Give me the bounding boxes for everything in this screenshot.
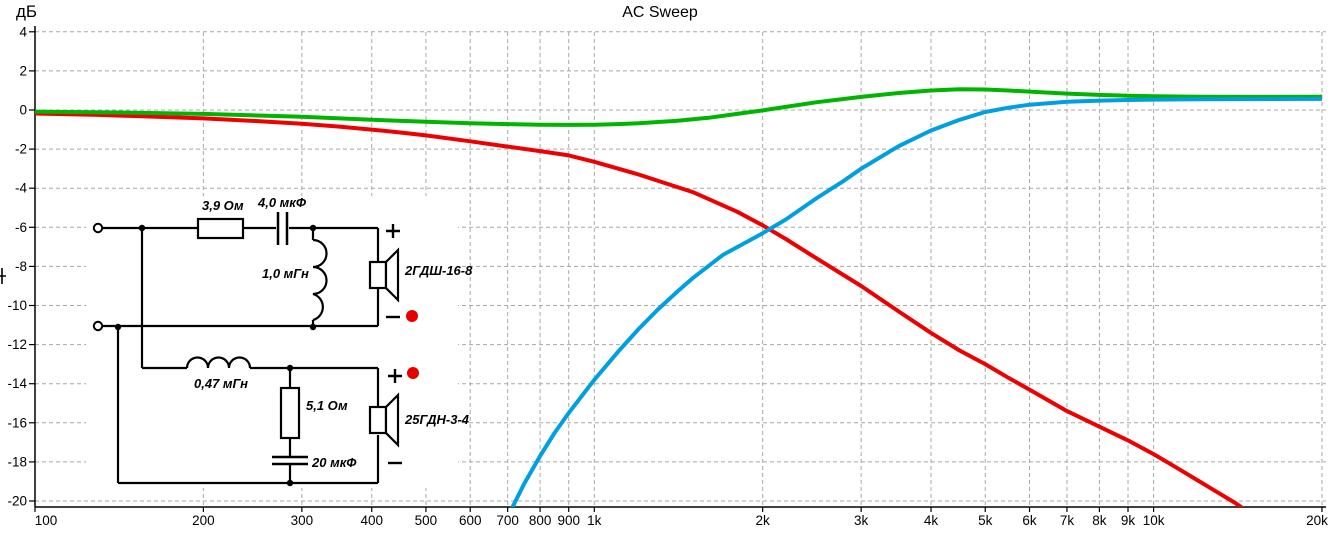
x-tick-label: 1k [587, 513, 602, 528]
y-tick-label: 2 [19, 63, 27, 78]
inductor-l1-symbol [312, 238, 328, 322]
speaker1-label: 2ГДШ-16-8 [405, 263, 473, 278]
y-tick-label: -18 [7, 454, 27, 469]
y-axis-unit-label: дБ [16, 2, 38, 21]
y-tick-label: -16 [7, 415, 27, 430]
x-tick-label: 900 [557, 513, 580, 528]
input-terminal-plus [92, 222, 104, 234]
capacitor-c1-symbol [276, 212, 289, 245]
resistor-r2-symbol [279, 386, 301, 440]
capacitor-c1-label: 4,0 мкФ [258, 195, 307, 210]
input-terminal-minus [92, 320, 104, 332]
x-tick-label: 6k [1022, 513, 1037, 528]
x-tick-label: 300 [291, 513, 314, 528]
junction-dots [114, 224, 317, 487]
y-tick-label: 0 [19, 103, 27, 118]
speaker1-symbol [368, 247, 400, 303]
clipped-axis-label-fragment [0, 268, 6, 284]
capacitor-c2-label: 20 мкФ [312, 455, 357, 470]
curve-tweeter-highpass [510, 96, 1323, 507]
inductor-l2-symbol [185, 356, 252, 369]
x-tick-label: 700 [496, 513, 519, 528]
curve-woofer-lowpass [35, 111, 1245, 507]
resistor-r2-label: 5,1 Ом [306, 398, 348, 413]
chart-title: AC Sweep [622, 4, 698, 21]
y-tick-label: -12 [7, 337, 27, 352]
y-tick-label: -4 [15, 181, 27, 196]
x-tick-label: 3k [854, 513, 869, 528]
curve-summed-response [35, 87, 1323, 127]
resistor-r1-symbol [196, 217, 245, 240]
x-tick-label: 200 [192, 513, 215, 528]
y-tick-label: -6 [15, 220, 27, 235]
y-tick-label: -2 [15, 142, 27, 157]
x-tick-label: 7k [1060, 513, 1075, 528]
x-tick-label: 2k [756, 513, 771, 528]
x-tick-label: 4k [924, 513, 939, 528]
x-tick-label: 500 [415, 513, 438, 528]
x-tick-label: 20k [1306, 513, 1328, 528]
x-tick-label: 9k [1121, 513, 1136, 528]
curves-group [35, 87, 1323, 507]
x-tick-label: 600 [459, 513, 482, 528]
x-tick-label: 100 [35, 513, 58, 528]
y-tick-label: -14 [7, 376, 27, 391]
capacitor-c2-symbol [272, 455, 308, 466]
speaker2-symbol [368, 392, 400, 448]
inductor-l1-label: 1,0 мГн [262, 266, 309, 281]
resistor-r1-label: 3,9 Ом [202, 198, 244, 213]
speaker2-plus-sign [388, 369, 402, 383]
y-tick-label: -20 [7, 494, 27, 509]
speaker2-label: 25ГДН-3-4 [405, 412, 470, 427]
y-tick-label: 4 [19, 24, 27, 39]
phase-dot-speaker2 [407, 367, 419, 379]
x-tick-label: 800 [529, 513, 552, 528]
x-tick-label: 400 [360, 513, 383, 528]
y-tick-label: -10 [7, 298, 27, 313]
phase-dot-speaker1 [406, 310, 418, 322]
x-tick-label: 8k [1092, 513, 1107, 528]
speaker1-plus-sign [386, 224, 400, 238]
x-tick-label: 5k [978, 513, 993, 528]
y-tick-label: -8 [15, 259, 27, 274]
x-tick-label: 10k [1143, 513, 1165, 528]
circuit-wires [103, 226, 380, 485]
inductor-l2-label: 0,47 мГн [194, 376, 249, 391]
